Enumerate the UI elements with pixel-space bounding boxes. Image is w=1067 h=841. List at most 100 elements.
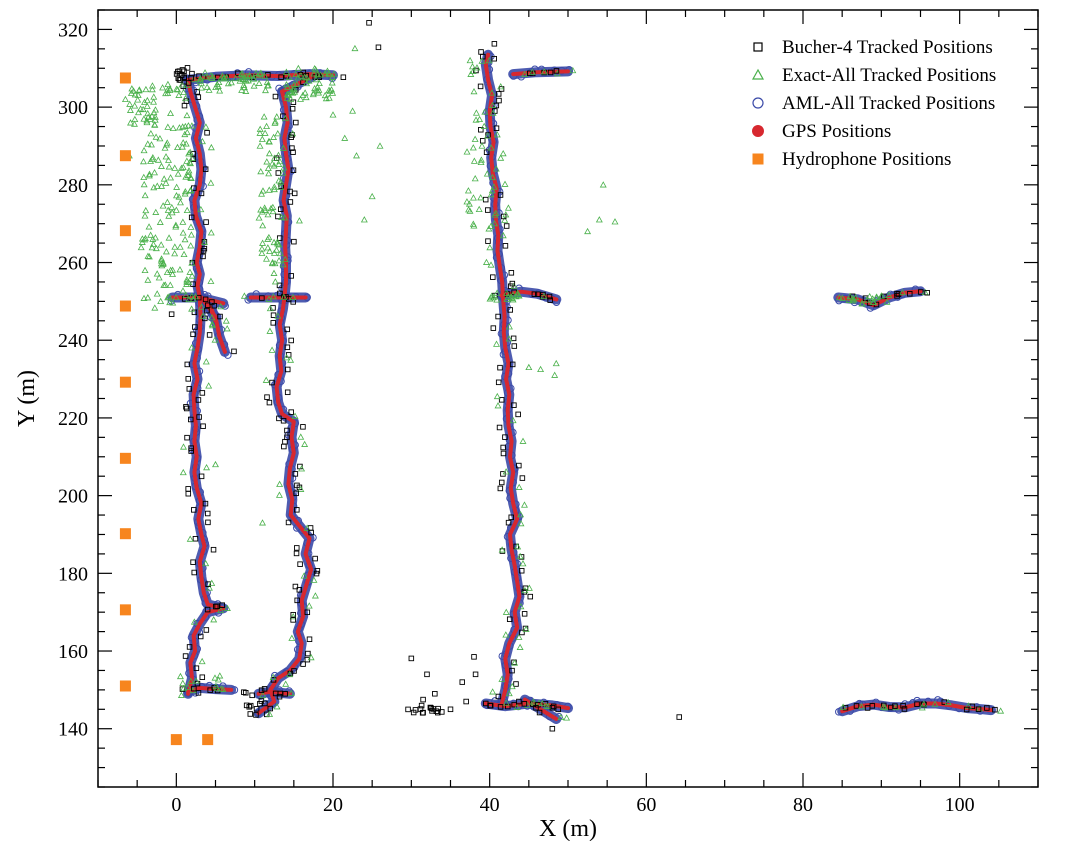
bucher-point <box>506 616 513 622</box>
bucher-point <box>293 550 300 557</box>
exact-point <box>131 115 139 123</box>
legend-symbol <box>752 153 764 165</box>
bucher-point <box>500 450 507 457</box>
exact-point <box>190 75 198 83</box>
bucher-point <box>191 685 197 692</box>
bucher-point <box>555 706 561 713</box>
exact-point <box>269 258 277 266</box>
exact-point <box>202 73 210 80</box>
exact-point <box>514 291 522 298</box>
exact-point <box>310 576 318 583</box>
bucher-point <box>290 99 297 105</box>
bucher-point <box>281 443 287 450</box>
bucher-point <box>210 546 217 553</box>
bucher-point <box>267 705 274 712</box>
bucher-point <box>290 149 296 155</box>
exact-point <box>515 292 523 299</box>
exact-point <box>207 229 215 236</box>
bucher-point <box>188 75 194 81</box>
bucher-point <box>199 674 206 680</box>
exact-point <box>150 93 158 100</box>
exact-point <box>472 109 480 116</box>
exact-point <box>538 699 546 706</box>
bucher-point <box>518 554 525 560</box>
exact-point <box>265 170 273 177</box>
bucher-point <box>276 693 283 700</box>
exact-point <box>151 304 159 311</box>
exact-point <box>142 206 150 214</box>
bucher-point <box>498 397 505 403</box>
exact-point <box>183 278 191 285</box>
exact-point <box>141 266 149 274</box>
bucher-point <box>305 650 311 657</box>
exact-point <box>274 312 282 319</box>
bucher-point <box>300 661 306 667</box>
exact-point <box>155 274 163 281</box>
exact-point <box>271 278 279 285</box>
exact-point <box>508 294 516 301</box>
exact-point <box>835 293 843 301</box>
bucher-point <box>507 307 514 313</box>
exact-point <box>478 57 486 64</box>
bucher-point <box>204 130 210 136</box>
exact-point <box>147 231 155 238</box>
exact-point <box>964 702 972 709</box>
exact-point <box>259 222 267 229</box>
exact-point <box>321 70 329 77</box>
exact-point <box>289 293 297 300</box>
exact-point <box>199 312 207 319</box>
exact-point <box>305 602 313 609</box>
exact-point <box>222 317 230 324</box>
exact-point <box>480 122 488 129</box>
bucher-point <box>405 706 411 713</box>
exact-point <box>307 653 315 661</box>
hydrophone-layer <box>119 72 214 746</box>
exact-point <box>181 94 189 102</box>
exact-point <box>477 194 485 201</box>
bucher-point <box>505 703 511 710</box>
bucher-point <box>185 80 192 86</box>
exact-point <box>502 468 510 475</box>
exact-point <box>284 91 292 98</box>
exact-point <box>179 229 187 236</box>
exact-point <box>183 111 191 119</box>
exact-point <box>172 206 180 213</box>
gps-track-line <box>256 689 292 696</box>
exact-point <box>179 123 187 130</box>
legend-label: Bucher-4 Tracked Positions <box>782 37 993 58</box>
exact-point <box>297 72 305 79</box>
y-tick-label: 200 <box>58 486 88 508</box>
y-axis: 140 160 180 200 220 240 260 280 300 320 <box>58 9 1038 788</box>
exact-point <box>142 85 150 93</box>
exact-point <box>166 298 174 306</box>
exact-point <box>127 89 135 96</box>
bucher-point <box>300 424 306 430</box>
exact-point <box>180 250 188 258</box>
exact-point <box>184 122 192 129</box>
exact-point <box>171 243 179 250</box>
exact-point <box>165 212 173 219</box>
exact-point <box>599 181 607 188</box>
exact-point <box>478 142 486 149</box>
bucher-point <box>196 414 202 420</box>
exact-point <box>165 163 173 170</box>
bucher-point <box>447 706 454 713</box>
exact-point <box>491 219 498 227</box>
exact-point <box>325 69 333 76</box>
exact-point <box>127 119 134 126</box>
bucher-point <box>204 307 210 314</box>
bucher-point <box>198 473 205 480</box>
exact-point <box>537 365 545 373</box>
bucher-point <box>527 593 534 600</box>
bucher-point <box>278 74 284 80</box>
bucher-point <box>297 561 303 567</box>
bucher-point <box>192 535 199 542</box>
exact-point <box>148 82 156 89</box>
exact-point <box>180 443 187 450</box>
exact-point <box>294 64 302 72</box>
exact-point <box>144 294 152 301</box>
exact-point <box>146 115 154 122</box>
bucher-point <box>495 313 501 320</box>
y-tick-label: 320 <box>58 19 88 41</box>
bucher-point <box>288 337 294 344</box>
